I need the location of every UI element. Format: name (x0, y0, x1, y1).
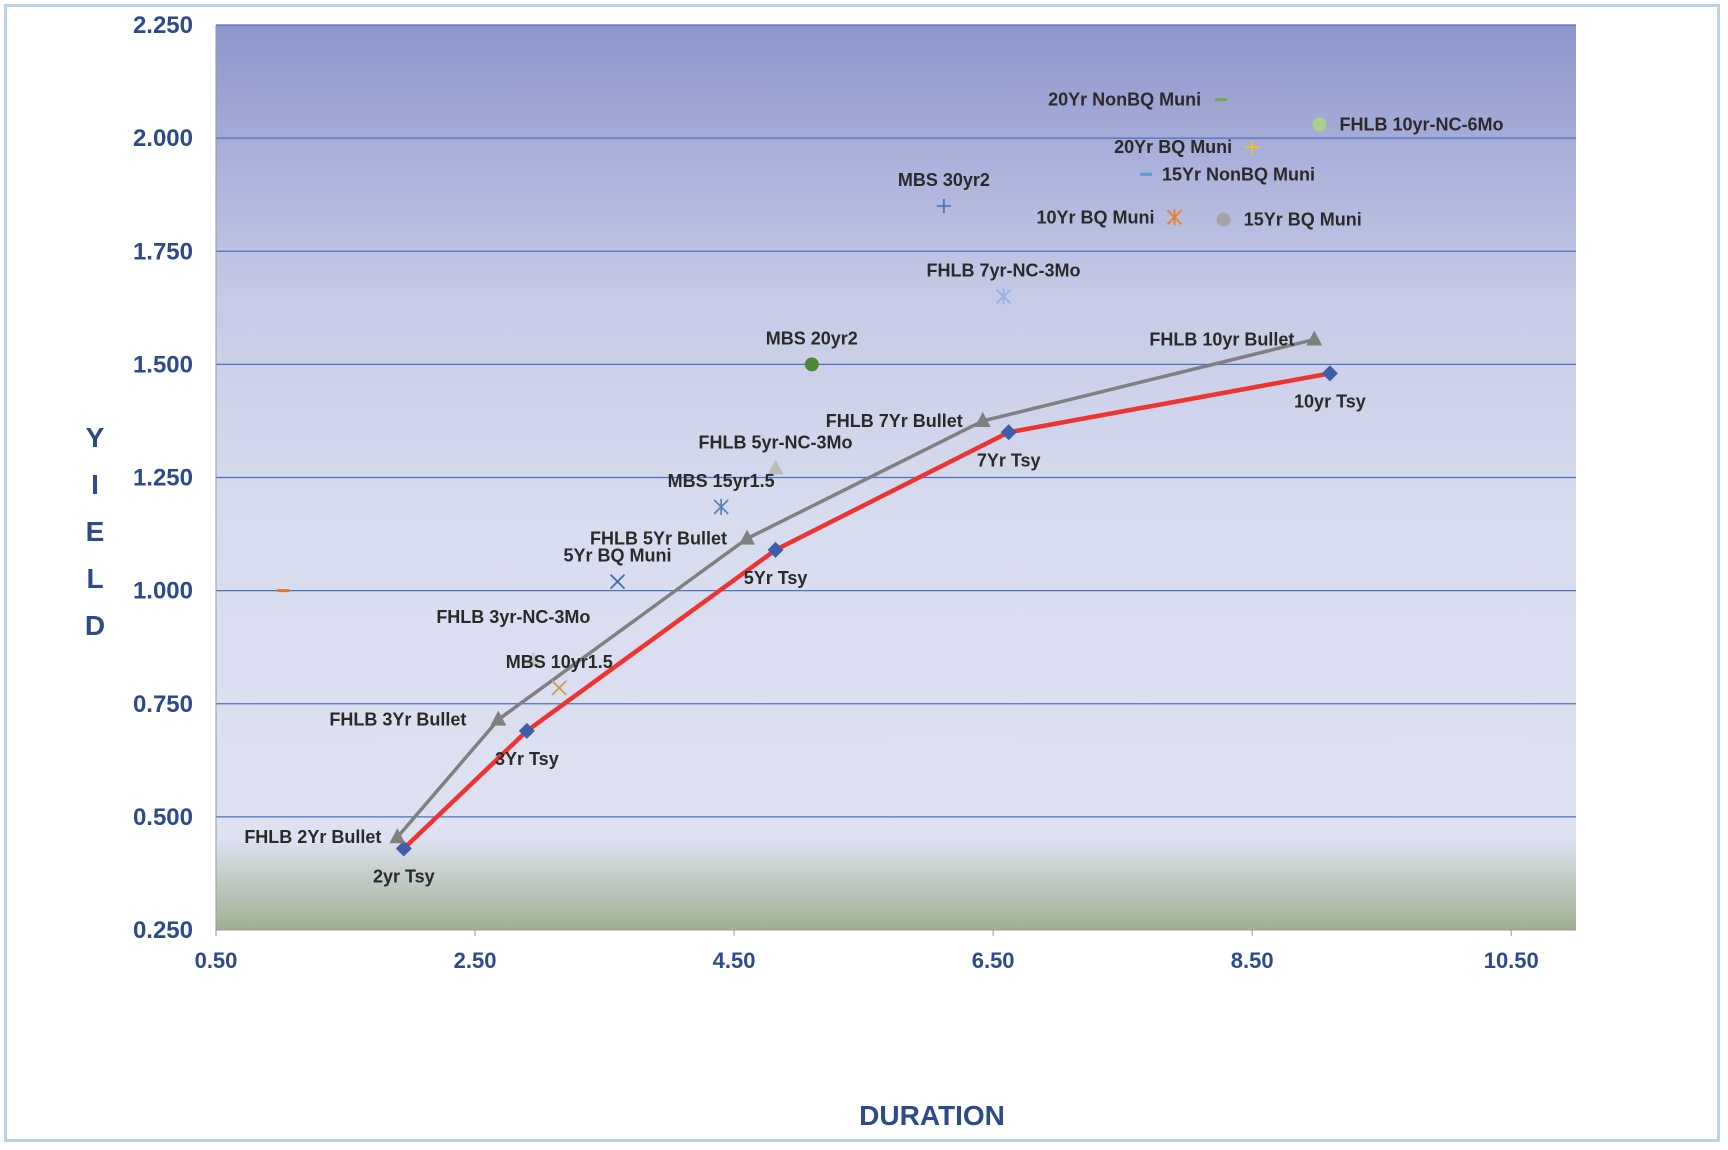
point-label: 15Yr NonBQ Muni (1162, 164, 1315, 184)
point-label: FHLB 3Yr Bullet (329, 710, 466, 730)
chart-frame: 2.250 2.000 1.750 1.500 1.250 1.000 0.750 0.500… (4, 4, 1720, 1142)
point-label: FHLB 10yr Bullet (1149, 329, 1294, 349)
y-axis-title-letter: I (91, 469, 99, 500)
star-marker (713, 498, 729, 515)
point-label: 5Yr Tsy (744, 568, 808, 588)
triangle-marker (739, 529, 756, 545)
x-tick-label: 6.50 (972, 948, 1015, 973)
point-labels: 2yr Tsy 3Yr Tsy 5Yr Tsy 7Yr Tsy 10yr Tsy FHLB… (244, 90, 1503, 887)
triangle-marker (525, 651, 542, 667)
diamond-marker (1321, 365, 1338, 382)
point-label: 20Yr NonBQ Muni (1048, 90, 1201, 110)
diamond-marker (767, 541, 784, 558)
point-label: 10yr Tsy (1294, 391, 1366, 411)
gridlines (216, 24, 1576, 818)
triangle-marker (974, 411, 991, 427)
point-label: FHLB 2Yr Bullet (244, 827, 381, 847)
point-label: FHLB 10yr-NC-6Mo (1340, 115, 1504, 135)
y-axis-title-letter: Y (86, 422, 105, 453)
y-tick-label: 0.500 (133, 804, 193, 831)
y-tick-label: 1.500 (133, 351, 193, 378)
y-tick-label: 1.000 (133, 578, 193, 605)
yield-duration-chart: 2.2502.0001.7501.5001.2501.0000.7500.500… (85, 12, 1576, 1131)
point-label: FHLB 7yr-NC-3Mo (926, 261, 1080, 281)
point-label: MBS 20yr2 (766, 328, 858, 348)
y-axis-title-letter: D (85, 610, 105, 641)
y-axis-title-letter: L (86, 563, 103, 594)
x-axis-title: DURATION (859, 1100, 1005, 1131)
series-markers (277, 98, 1338, 857)
y-tick-label: 2.250 (133, 12, 193, 39)
point-label: 7Yr Tsy (977, 450, 1041, 470)
point-label: 2yr Tsy (373, 867, 435, 887)
point-label: 15Yr BQ Muni (1244, 210, 1362, 230)
circle-marker (1312, 117, 1327, 132)
x-tick-label: 0.50 (195, 948, 238, 973)
point-label: FHLB 3yr-NC-3Mo (436, 607, 590, 627)
point-label: 10Yr BQ Muni (1036, 207, 1154, 227)
point-label: FHLB 5Yr Bullet (590, 529, 727, 549)
point-label: MBS 10yr1.5 (506, 652, 613, 672)
plus-marker (936, 199, 951, 213)
triangle-marker (490, 710, 507, 726)
point-label: FHLB 7Yr Bullet (826, 411, 963, 431)
x-marker (609, 573, 626, 590)
y-tick-label: 1.750 (133, 238, 193, 265)
point-label: MBS 15yr1.5 (668, 471, 775, 491)
circle-marker (1216, 212, 1231, 227)
triangle-marker (767, 459, 784, 475)
diamond-marker (518, 722, 535, 739)
point-label: 20Yr BQ Muni (1114, 137, 1232, 157)
x-marker (551, 680, 567, 696)
plus-marker (1245, 140, 1260, 155)
y-tick-label: 0.250 (133, 917, 193, 944)
x-tick-labels: 0.50 2.50 4.50 6.50 8.50 10.50 (195, 948, 1539, 973)
point-label: FHLB 5yr-NC-3Mo (699, 432, 853, 452)
triangle-marker (1306, 330, 1323, 346)
y-axis-title-letter: E (86, 516, 105, 547)
point-label: MBS 30yr2 (898, 170, 990, 190)
y-tick-labels: 2.250 2.000 1.750 1.500 1.250 1.000 0.750 0.500… (133, 12, 193, 944)
star-marker (1166, 209, 1183, 226)
y-tick-label: 1.250 (133, 465, 193, 492)
triangle-marker (389, 828, 406, 844)
x-tick-label: 4.50 (713, 948, 756, 973)
x-tick-label: 10.50 (1484, 948, 1539, 973)
point-label: 3Yr Tsy (495, 749, 559, 769)
x-tick-label: 8.50 (1231, 948, 1274, 973)
x-tick-label: 2.50 (454, 948, 497, 973)
axes (215, 25, 1576, 936)
y-tick-label: 0.750 (133, 691, 193, 718)
diamond-marker (1000, 424, 1017, 441)
diamond-marker (395, 840, 412, 857)
circle-marker (804, 357, 819, 372)
point-label: 5Yr BQ Muni (564, 546, 672, 566)
y-tick-label: 2.000 (133, 125, 193, 152)
star-marker (995, 288, 1012, 305)
